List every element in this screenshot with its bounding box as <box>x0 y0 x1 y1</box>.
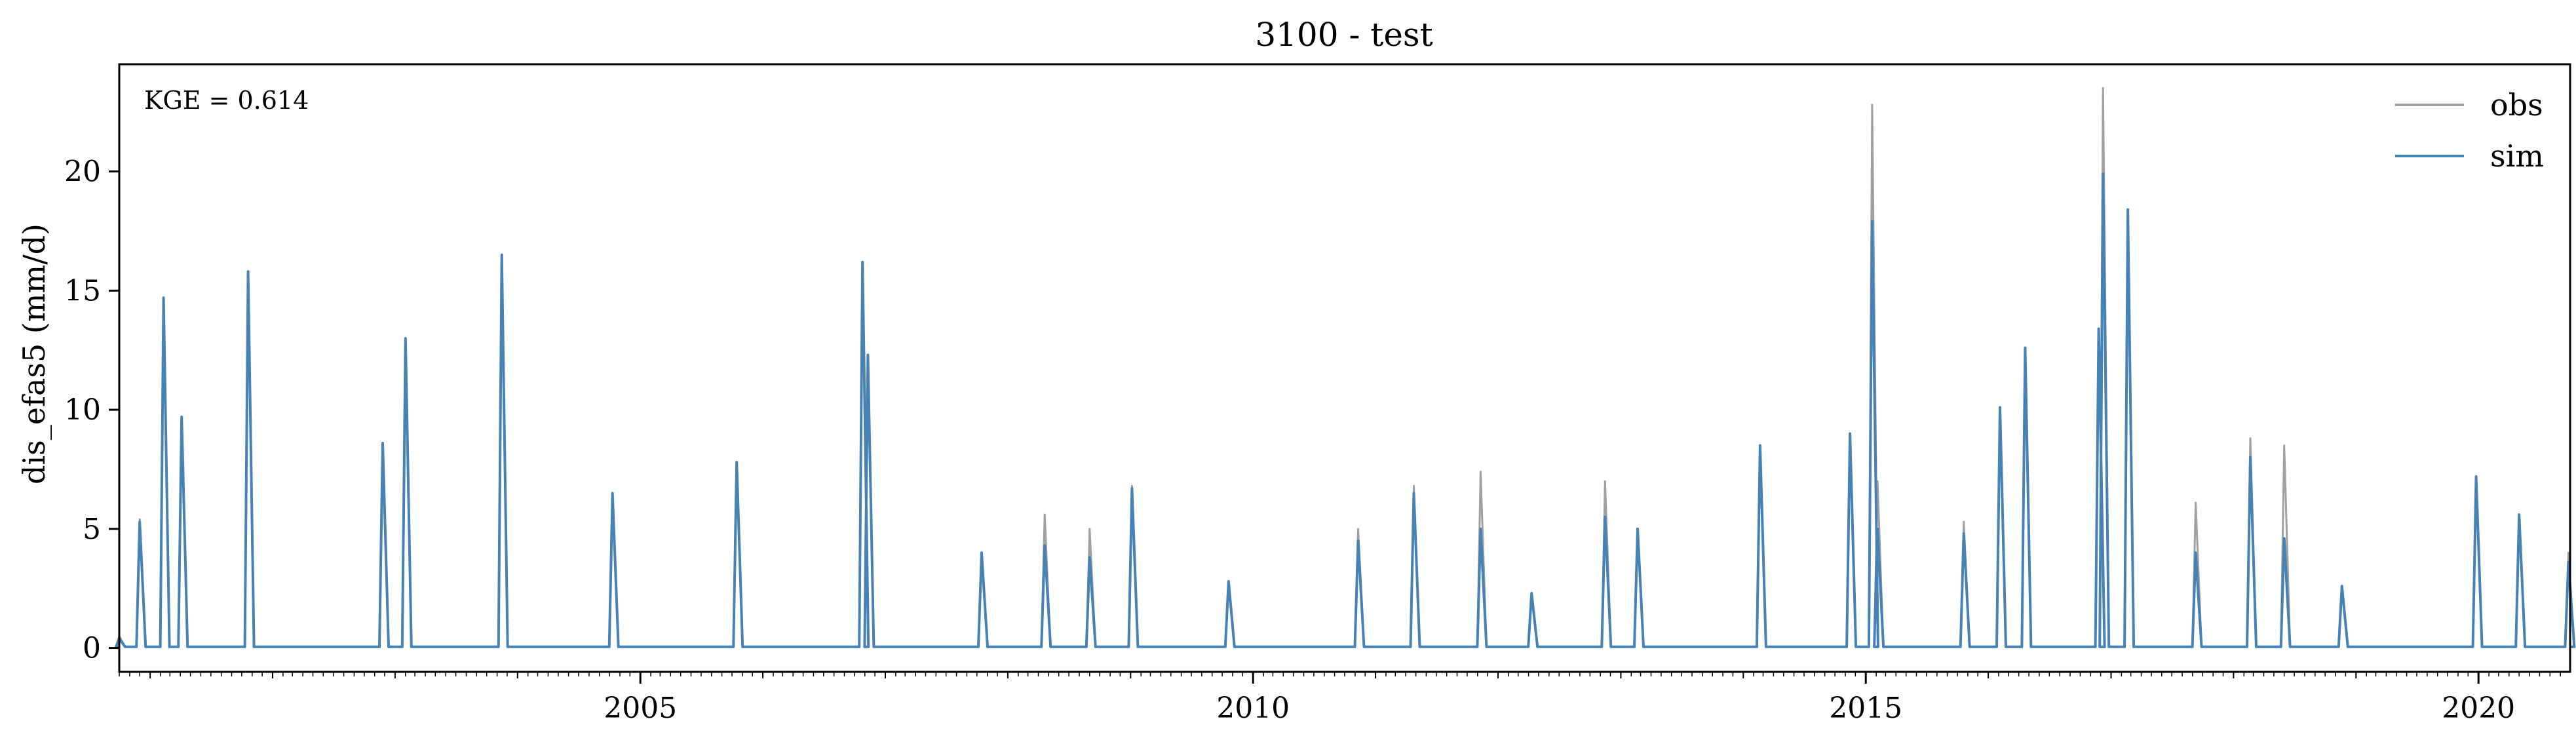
plot-frame <box>119 64 2570 672</box>
data-point-sim-12 <box>980 551 983 554</box>
x-tick-label: 2005 <box>604 692 677 725</box>
x-tick-label: 2020 <box>2442 692 2515 725</box>
data-point-sim-38 <box>2518 513 2520 516</box>
data-point-sim-35 <box>2283 537 2286 539</box>
data-point-sim-11 <box>866 354 869 357</box>
data-point-sim-23 <box>1759 444 1761 447</box>
series-layer <box>116 87 2574 646</box>
data-point-sim-20 <box>1530 592 1533 595</box>
data-point-sim-4 <box>247 270 250 273</box>
data-point-sim-7 <box>501 254 503 256</box>
kge-annotation: KGE = 0.614 <box>144 86 309 115</box>
data-point-sim-21 <box>1604 516 1606 518</box>
data-point-sim-9 <box>735 461 738 463</box>
x-tick-label: 2010 <box>1216 692 1290 725</box>
series-line-sim <box>116 174 2574 647</box>
y-axis-label: dis_efas5 (mm/d) <box>16 224 52 484</box>
data-point-sim-32 <box>2126 208 2129 211</box>
data-point-sim-14 <box>1088 556 1091 559</box>
data-point-obs-27 <box>1963 520 1965 523</box>
data-point-sim-30 <box>2098 328 2100 330</box>
data-point-obs-31 <box>2102 87 2104 89</box>
data-point-sim-24 <box>1849 433 1851 435</box>
data-point-sim-34 <box>2249 456 2252 459</box>
data-point-obs-17 <box>1357 528 1360 530</box>
data-point-sim-17 <box>1357 539 1360 542</box>
data-point-sim-8 <box>611 492 614 494</box>
y-tick-label: 0 <box>83 632 101 665</box>
data-point-sim-28 <box>1999 406 2001 409</box>
data-point-sim-16 <box>1227 580 1230 583</box>
data-point-sim-36 <box>2341 585 2343 587</box>
data-point-sim-25 <box>1871 220 1874 223</box>
data-point-obs-21 <box>1604 480 1606 482</box>
data-point-obs-33 <box>2195 501 2197 504</box>
data-point-sim-2 <box>163 296 165 299</box>
data-point-sim-33 <box>2195 551 2197 554</box>
chart-title: 3100 - test <box>1255 16 1432 54</box>
data-point-obs-14 <box>1088 528 1091 530</box>
data-point-sim-22 <box>1636 528 1639 530</box>
y-axis: 0 5 10 15 20 <box>64 155 119 665</box>
data-point-sim-15 <box>1130 487 1133 490</box>
x-axis: 2005 2010 2015 2020 <box>119 672 2560 725</box>
data-point-sim-13 <box>1043 544 1046 547</box>
data-point-obs-1 <box>138 518 141 520</box>
data-point-sim-29 <box>2024 347 2026 349</box>
data-point-sim-31 <box>2102 172 2104 175</box>
data-point-sim-10 <box>861 261 864 264</box>
data-point-sim-1 <box>138 520 141 523</box>
y-tick-label: 15 <box>64 274 101 307</box>
data-point-sim-19 <box>1479 528 1482 530</box>
data-point-obs-34 <box>2249 437 2252 440</box>
data-point-sim-26 <box>1876 528 1879 530</box>
data-point-obs-19 <box>1479 471 1482 473</box>
data-point-obs-15 <box>1130 484 1133 487</box>
data-point-sim-37 <box>2475 475 2478 478</box>
data-point-sim-6 <box>404 337 407 340</box>
data-point-sim-18 <box>1413 492 1415 494</box>
data-point-obs-13 <box>1043 513 1046 516</box>
data-point-sim-5 <box>381 442 384 444</box>
data-point-obs-35 <box>2283 444 2286 447</box>
y-tick-label: 10 <box>64 393 101 427</box>
legend-sim-label: sim <box>2490 138 2544 174</box>
y-tick-label: 5 <box>83 513 101 546</box>
legend: obs sim <box>2395 87 2544 174</box>
legend-obs-label: obs <box>2490 87 2543 123</box>
y-tick-label: 20 <box>64 155 101 189</box>
data-point-sim-3 <box>180 416 183 418</box>
series-line-obs <box>116 88 2574 646</box>
data-point-obs-18 <box>1413 484 1415 487</box>
x-tick-label: 2015 <box>1829 692 1902 725</box>
data-point-obs-25 <box>1871 104 1874 106</box>
data-point-sim-27 <box>1963 532 1965 535</box>
